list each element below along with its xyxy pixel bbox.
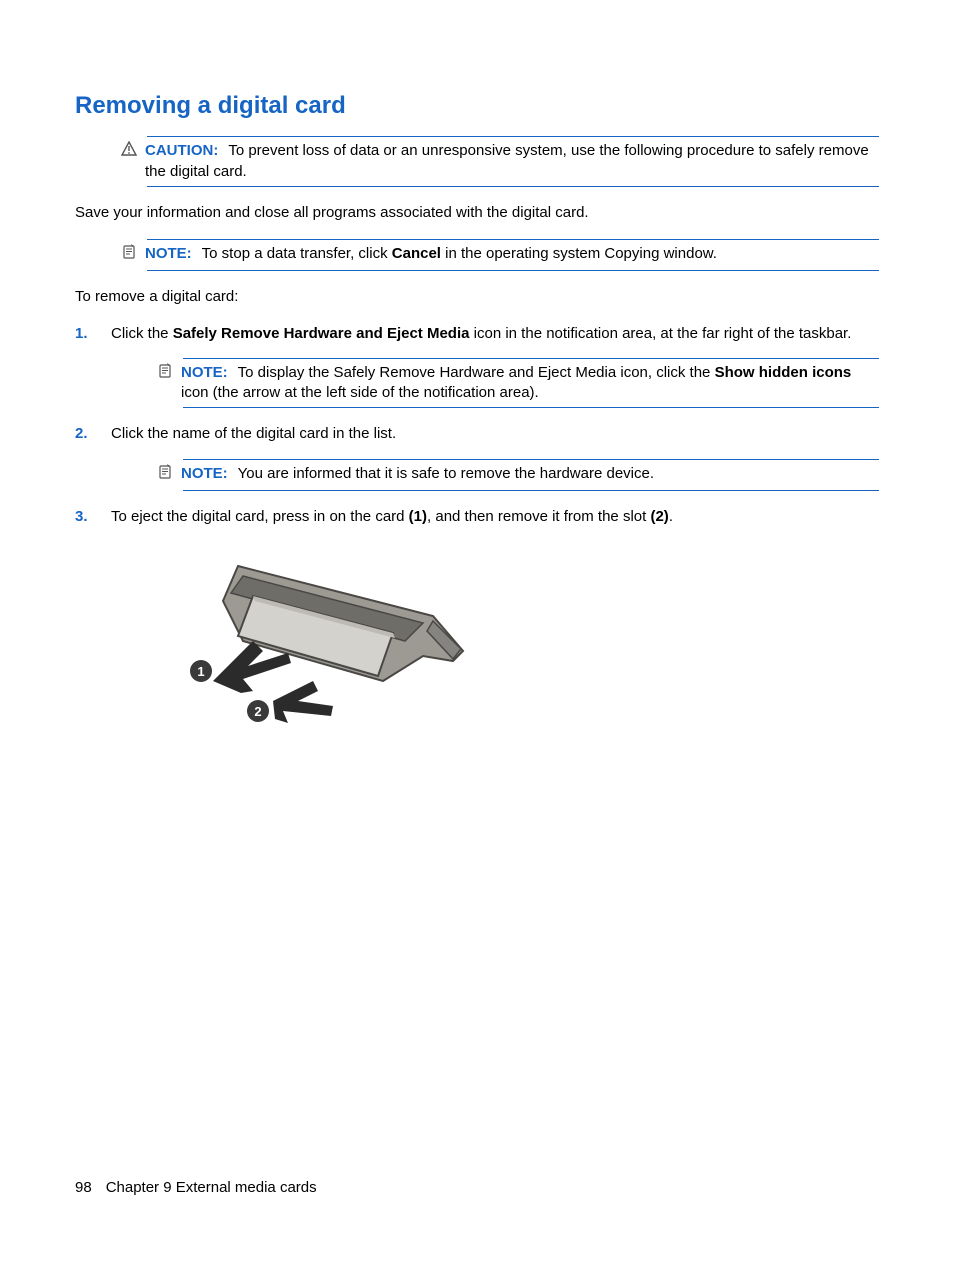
- step-num: 1.: [75, 324, 111, 344]
- step-1: 1. Click the Safely Remove Hardware and …: [75, 324, 879, 344]
- note-post: in the operating system Copying window.: [441, 245, 717, 262]
- note-label: NOTE:: [145, 245, 192, 262]
- para-remove: To remove a digital card:: [75, 287, 879, 307]
- step-3: 3. To eject the digital card, press in o…: [75, 507, 879, 527]
- note-icon: [119, 244, 139, 266]
- page-title: Removing a digital card: [75, 90, 879, 122]
- s3-mid: , and then remove it from the slot: [427, 508, 650, 525]
- chapter-label: Chapter 9 External media cards: [106, 1178, 317, 1198]
- s1note-pre: To display the Safely Remove Hardware an…: [238, 364, 715, 381]
- page-number: 98: [75, 1178, 92, 1198]
- s1-bold: Safely Remove Hardware and Eject Media: [173, 325, 470, 342]
- s1note-post: icon (the arrow at the left side of the …: [181, 384, 539, 401]
- callout-1: 1: [190, 660, 212, 682]
- note-pre: To stop a data transfer, click: [202, 245, 392, 262]
- caution-text: To prevent loss of data or an unresponsi…: [145, 142, 869, 179]
- svg-text:1: 1: [197, 664, 204, 679]
- step-num: 2.: [75, 424, 111, 444]
- s1note-bold: Show hidden icons: [715, 364, 852, 381]
- note-label: NOTE:: [181, 465, 228, 482]
- card-eject-illustration: 1 2: [183, 541, 879, 747]
- arrow-2: [273, 681, 333, 723]
- page-footer: 98 Chapter 9 External media cards: [75, 1178, 317, 1198]
- note-s1-box: NOTE: To display the Safely Remove Hardwa…: [183, 358, 879, 409]
- steps-list: 3. To eject the digital card, press in o…: [75, 507, 879, 527]
- note-icon: [155, 363, 175, 385]
- note-s2-box: NOTE: You are informed that it is safe to…: [183, 459, 879, 491]
- note-transfer-box: NOTE: To stop a data transfer, click Canc…: [147, 239, 879, 271]
- s3-b2: (2): [650, 508, 668, 525]
- step-num: 3.: [75, 507, 111, 527]
- note-icon: [155, 464, 175, 486]
- steps-list: 2. Click the name of the digital card in…: [75, 424, 879, 444]
- note-bold: Cancel: [392, 245, 441, 262]
- caution-box: CAUTION:To prevent loss of data or an un…: [147, 136, 879, 187]
- step-2: 2. Click the name of the digital card in…: [75, 424, 879, 444]
- s1-pre: Click the: [111, 325, 173, 342]
- svg-text:2: 2: [254, 704, 261, 719]
- s3-post: .: [669, 508, 673, 525]
- s3-b1: (1): [409, 508, 427, 525]
- s2note-text: You are informed that it is safe to remo…: [238, 465, 654, 482]
- s1-post: icon in the notification area, at the fa…: [469, 325, 851, 342]
- steps-list: 1. Click the Safely Remove Hardware and …: [75, 324, 879, 344]
- s2-text: Click the name of the digital card in th…: [111, 424, 879, 444]
- note-label: NOTE:: [181, 364, 228, 381]
- s3-pre: To eject the digital card, press in on t…: [111, 508, 409, 525]
- para-save: Save your information and close all prog…: [75, 203, 879, 223]
- caution-label: CAUTION:: [145, 142, 218, 159]
- document-page: Removing a digital card CAUTION:To preve…: [0, 0, 954, 1270]
- caution-icon: [119, 141, 139, 163]
- callout-2: 2: [247, 700, 269, 722]
